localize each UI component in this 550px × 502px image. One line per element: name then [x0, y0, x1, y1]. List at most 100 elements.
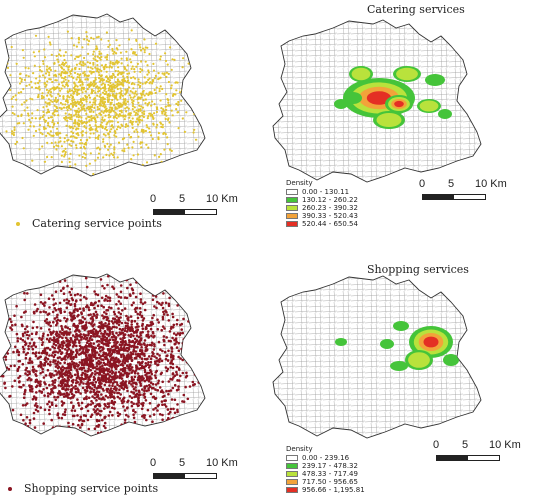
service-point — [59, 132, 62, 135]
service-point — [82, 414, 86, 417]
service-point — [190, 321, 194, 325]
service-point — [67, 367, 71, 370]
service-point — [36, 410, 40, 413]
service-point — [166, 136, 169, 139]
service-point — [156, 318, 159, 322]
service-point — [46, 402, 49, 406]
service-point — [201, 434, 205, 436]
service-point — [79, 415, 83, 419]
service-point — [102, 133, 105, 136]
service-point — [56, 318, 60, 322]
density-hotspot — [344, 92, 362, 104]
service-point — [81, 155, 84, 159]
service-point — [164, 105, 167, 108]
service-point — [63, 137, 66, 140]
service-point — [85, 112, 88, 115]
service-point — [177, 355, 180, 359]
service-point — [47, 108, 50, 111]
service-point — [94, 310, 98, 314]
service-point — [56, 127, 59, 130]
service-point — [132, 378, 135, 381]
service-point — [139, 70, 142, 73]
service-point — [181, 371, 185, 375]
service-point — [151, 80, 154, 83]
service-point — [51, 112, 54, 115]
service-point — [102, 379, 105, 383]
service-point — [130, 404, 134, 408]
service-point — [53, 114, 56, 117]
service-point — [154, 288, 158, 292]
service-point — [61, 365, 64, 369]
service-point — [143, 386, 146, 389]
service-point — [107, 322, 111, 326]
service-point — [138, 104, 141, 107]
service-point — [79, 73, 82, 76]
service-point — [141, 324, 144, 327]
service-point — [35, 374, 38, 378]
service-point — [143, 112, 146, 116]
service-point — [114, 69, 117, 73]
service-point — [85, 126, 88, 130]
service-point — [46, 102, 50, 105]
service-point — [64, 115, 68, 118]
service-point — [126, 349, 129, 353]
service-point — [91, 366, 95, 370]
service-point — [144, 362, 148, 365]
service-point — [193, 328, 196, 331]
service-point — [84, 94, 87, 97]
service-point — [84, 375, 87, 379]
service-point — [126, 76, 129, 79]
service-point — [103, 100, 107, 104]
service-point — [134, 295, 138, 299]
service-point — [96, 330, 100, 334]
service-point — [93, 373, 97, 376]
service-point — [91, 371, 94, 375]
service-point — [161, 72, 164, 75]
service-point — [96, 390, 99, 393]
service-point — [132, 350, 135, 353]
service-point — [186, 97, 189, 100]
service-point — [141, 404, 145, 407]
service-point — [161, 110, 164, 113]
service-point — [42, 62, 45, 65]
service-point — [99, 125, 103, 128]
service-point — [144, 82, 147, 85]
service-point — [166, 354, 169, 357]
service-point — [117, 370, 121, 374]
service-point — [150, 134, 153, 137]
service-point — [118, 320, 121, 323]
service-point — [81, 386, 85, 390]
service-point — [80, 373, 84, 377]
service-point — [168, 330, 172, 333]
service-point — [130, 333, 133, 336]
service-point — [76, 324, 80, 328]
service-point — [96, 147, 99, 150]
service-point — [95, 113, 98, 116]
service-point — [177, 379, 181, 382]
service-point — [45, 105, 48, 108]
service-point — [1, 403, 4, 406]
service-point — [106, 283, 109, 287]
density-class-label: 520.44 - 650.54 — [302, 220, 358, 228]
service-point — [80, 88, 83, 92]
service-point — [136, 117, 139, 120]
service-point — [87, 308, 91, 312]
service-point — [101, 326, 105, 330]
service-point — [63, 384, 67, 388]
service-point — [130, 76, 133, 80]
service-point — [97, 152, 101, 155]
service-point — [33, 426, 37, 429]
service-point — [75, 111, 78, 114]
service-point — [99, 278, 103, 281]
service-point — [175, 340, 178, 344]
service-point — [151, 420, 154, 424]
service-point — [51, 383, 54, 386]
service-point — [116, 411, 120, 415]
service-point — [61, 103, 64, 106]
service-point — [160, 303, 163, 307]
service-point — [57, 333, 61, 336]
service-point — [37, 93, 40, 97]
service-point — [104, 368, 108, 372]
service-point — [124, 103, 127, 106]
service-point — [70, 312, 74, 315]
